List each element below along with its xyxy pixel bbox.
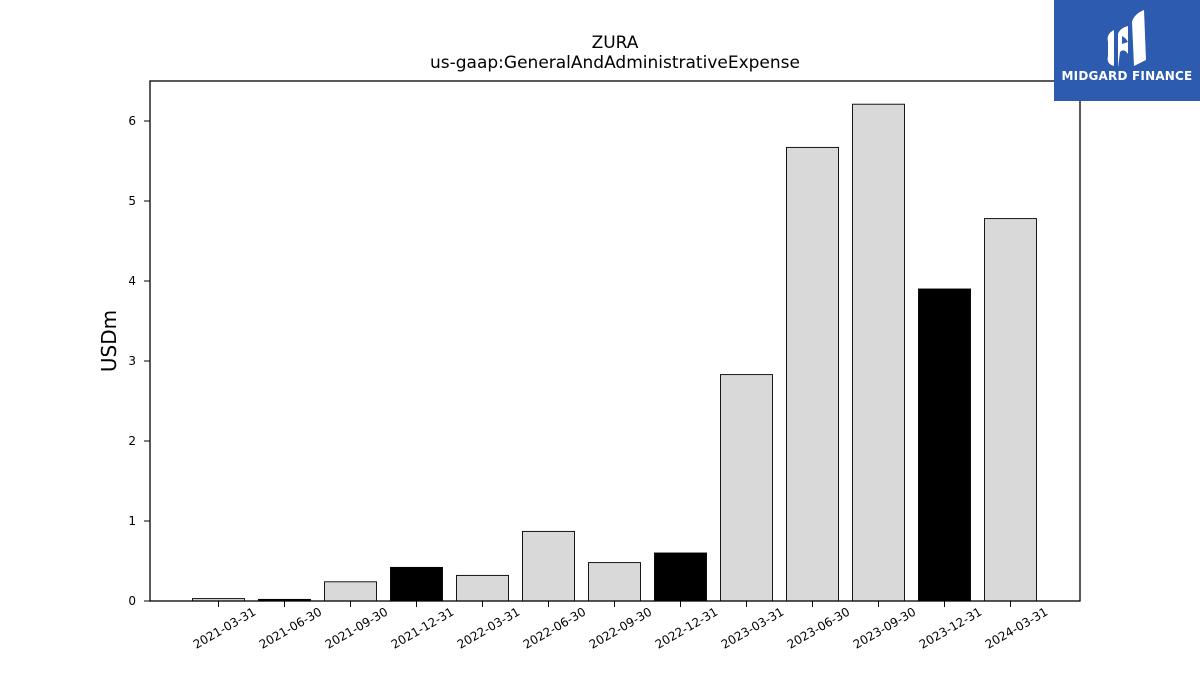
logo-text: MIDGARD FINANCE xyxy=(1061,69,1193,83)
bar-2022-12-31 xyxy=(654,552,707,602)
x-tick-label: 2024-03-31 xyxy=(983,605,1050,652)
bar-2021-09-30 xyxy=(324,581,377,602)
y-ticks-group: 0 1 2 3 4 5 6 xyxy=(128,114,150,608)
bar-2023-03-31 xyxy=(720,374,773,602)
bar-2022-03-31 xyxy=(456,574,509,602)
y-axis-label: USDm xyxy=(97,310,121,372)
x-tick-label: 2021-12-31 xyxy=(389,605,456,652)
y-tick-label: 1 xyxy=(128,514,136,528)
x-ticks-group: 2021-03-312021-06-302021-09-302021-12-31… xyxy=(191,601,1050,652)
bar-2023-09-30 xyxy=(852,103,905,602)
plot-frame xyxy=(149,80,1081,602)
y-tick-label: 4 xyxy=(128,274,136,288)
midgard-logo-icon xyxy=(1107,10,1146,68)
y-tick-label: 6 xyxy=(128,114,136,128)
bar-2024-03-31 xyxy=(984,218,1037,602)
bar-2023-06-30 xyxy=(786,146,839,602)
x-tick-label: 2021-09-30 xyxy=(323,605,390,652)
x-tick-label: 2023-06-30 xyxy=(785,605,852,652)
bar-2023-12-31 xyxy=(918,288,971,602)
bars-group xyxy=(192,103,1037,602)
x-tick-label: 2022-06-30 xyxy=(521,605,588,652)
chart-title: ZURA xyxy=(592,33,639,53)
x-tick-label: 2023-09-30 xyxy=(851,605,918,652)
x-tick-label: 2023-12-31 xyxy=(917,605,984,652)
midgard-finance-logo: MIDGARD FINANCE xyxy=(1054,0,1200,101)
bar-2022-09-30 xyxy=(588,562,641,602)
y-tick-label: 3 xyxy=(128,354,136,368)
bar-2022-06-30 xyxy=(522,530,575,602)
y-tick-label: 2 xyxy=(128,434,136,448)
x-tick-label: 2021-06-30 xyxy=(257,605,324,652)
y-tick-label: 5 xyxy=(128,194,136,208)
x-tick-label: 2022-03-31 xyxy=(455,605,522,652)
bar-2021-12-31 xyxy=(390,566,443,602)
x-tick-label: 2021-03-31 xyxy=(191,605,258,652)
x-tick-label: 2022-09-30 xyxy=(587,605,654,652)
x-tick-label: 2022-12-31 xyxy=(653,605,720,652)
y-tick-label: 0 xyxy=(128,594,136,608)
chart-subtitle: us-gaap:GeneralAndAdministrativeExpense xyxy=(430,53,800,73)
x-tick-label: 2023-03-31 xyxy=(719,605,786,652)
